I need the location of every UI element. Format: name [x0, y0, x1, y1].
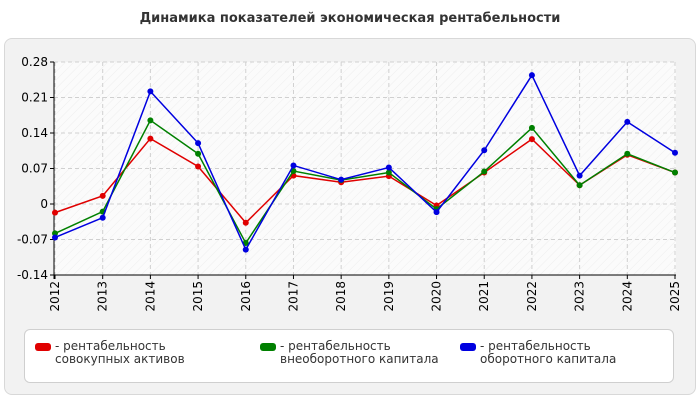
data-point: [99, 214, 106, 221]
data-point: [433, 209, 440, 216]
x-tick-label: 2018: [334, 281, 348, 312]
series-line: [54, 137, 676, 224]
data-point: [52, 209, 58, 216]
series-line: [54, 73, 676, 252]
y-tick-label: -0.07: [17, 233, 48, 247]
y-tick-labels: -0.14 -0.07 0 0.07 0.14 0.21 0.28: [17, 55, 48, 282]
data-point: [385, 164, 392, 171]
data-point: [52, 234, 58, 241]
data-point: [99, 192, 106, 199]
data-point: [290, 162, 297, 169]
legend: - рентабельность совокупных активов - ре…: [24, 329, 674, 383]
x-tick-label: 2016: [239, 281, 253, 312]
data-point: [147, 135, 154, 142]
data-point: [195, 150, 202, 157]
x-tick-label: 2021: [477, 281, 491, 312]
x-tick-label: 2017: [286, 281, 300, 312]
data-point: [242, 219, 249, 226]
y-tick-label: 0.21: [21, 91, 48, 105]
legend-label: - рентабельность внеоборотного капитала: [280, 339, 439, 366]
data-point: [672, 169, 678, 176]
data-point: [338, 176, 345, 183]
data-point: [672, 149, 678, 156]
data-point: [624, 150, 631, 157]
data-point: [481, 168, 488, 175]
x-tick-label: 2013: [96, 281, 110, 312]
data-point: [195, 163, 202, 170]
x-tick-label: 2023: [573, 281, 587, 312]
legend-label: - рентабельность оборотного капитала: [480, 339, 617, 366]
x-tick-label: 2012: [48, 281, 62, 312]
y-tick-label: -0.14: [17, 268, 48, 282]
series-line: [54, 119, 676, 245]
y-tick-label: 0: [40, 197, 48, 211]
x-tick-label: 2019: [382, 281, 396, 312]
x-tick-labels: 2012 2013 2014 2015 2016 2017 2018 2019 2020 2021…: [48, 281, 682, 312]
data-point: [624, 118, 631, 125]
y-tick-label: 0.28: [21, 55, 48, 69]
series-group: [52, 72, 678, 253]
axes: [50, 61, 676, 279]
legend-item-fixed-capital: - рентабельность внеоборотного капитала: [260, 340, 460, 366]
legend-swatch-green: [260, 343, 276, 351]
legend-swatch-red: [35, 343, 51, 351]
legend-item-working-capital: - рентабельность оборотного капитала: [460, 340, 660, 366]
x-tick-label: 2025: [668, 281, 682, 312]
data-point: [576, 182, 583, 189]
series-2: [52, 72, 678, 253]
data-point: [147, 88, 154, 95]
chart-title: Динамика показателей экономическая рента…: [139, 11, 561, 26]
legend-item-total-assets: - рентабельность совокупных активов: [35, 340, 235, 366]
x-tick-label: 2024: [620, 281, 634, 312]
data-point: [528, 124, 535, 131]
data-point: [195, 140, 202, 147]
data-point: [528, 136, 535, 143]
legend-label: - рентабельность совокупных активов: [55, 339, 185, 366]
data-point: [576, 172, 583, 179]
data-point: [528, 72, 535, 79]
legend-swatch-blue: [460, 343, 476, 351]
x-tick-label: 2014: [143, 281, 157, 312]
data-point: [147, 117, 154, 124]
data-point: [242, 246, 249, 253]
data-point: [481, 147, 488, 154]
x-tick-label: 2015: [191, 281, 205, 312]
x-tick-label: 2020: [430, 281, 444, 312]
y-tick-label: 0.14: [21, 126, 48, 140]
y-tick-label: 0.07: [21, 162, 48, 176]
data-point: [385, 169, 392, 176]
x-tick-label: 2022: [525, 281, 539, 312]
